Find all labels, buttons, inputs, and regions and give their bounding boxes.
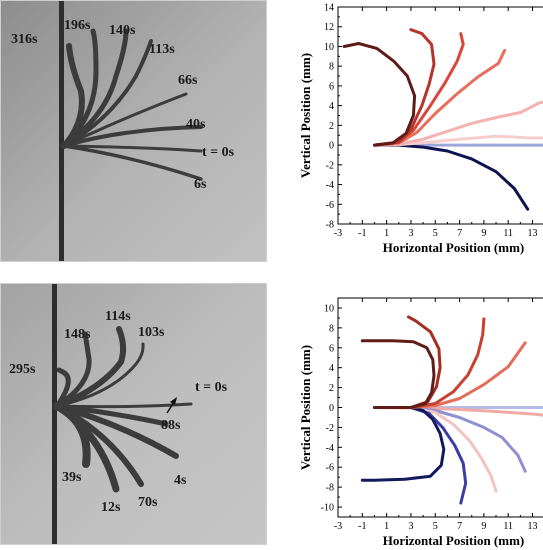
series-line: [360, 406, 446, 482]
y-tick-label: -6: [326, 463, 334, 474]
x-tick-label: 1: [384, 521, 389, 532]
x-tick-label: 1: [384, 228, 389, 239]
photo-label: t = 0s: [202, 145, 235, 160]
photo-label: 6s: [194, 177, 207, 192]
y-tick-label: 2: [329, 121, 334, 132]
arrowhead-icon: [170, 397, 177, 405]
x-tick-label: 13: [528, 521, 538, 532]
x-tick-label: 5: [433, 228, 438, 239]
series-line: [342, 42, 417, 147]
series-line: [373, 100, 543, 147]
x-tick-label: 3: [408, 521, 413, 532]
x-tick-label: -1: [358, 521, 366, 532]
photo-bottom-image: 148s 114s 103s 295s t = 0s 88s 39s 12s 7…: [1, 284, 266, 544]
series-line: [373, 48, 507, 147]
photo-label: 295s: [9, 362, 36, 377]
y-tick-label: -2: [326, 423, 334, 434]
y-tick-label: 0: [329, 141, 334, 152]
photo-label: 196s: [64, 18, 91, 33]
x-tick-label: -1: [358, 228, 366, 239]
photo-label: t = 0s: [195, 380, 228, 395]
y-tick-label: 8: [329, 62, 334, 73]
y-tick-label: -10: [321, 503, 334, 514]
photo-label: 4s: [174, 473, 187, 488]
series-line: [373, 341, 527, 409]
y-tick-label: 2: [329, 383, 334, 394]
y-tick-label: -8: [326, 483, 334, 494]
photo-label: 70s: [138, 495, 158, 510]
y-tick-label: 12: [324, 22, 334, 33]
x-tick-label: 9: [481, 521, 486, 532]
x-tick-label: 7: [457, 228, 462, 239]
y-tick-label: 4: [329, 363, 334, 374]
x-tick-label: 13: [528, 228, 538, 239]
y-axis-title: Vertical Position (mm): [298, 53, 313, 178]
photo-top-image: 316s 196s 140s 113s 66s 40s t = 0s 6s: [1, 1, 266, 261]
x-tick-label: -3: [334, 228, 342, 239]
x-tick-label: 3: [408, 228, 413, 239]
photo-label: 316s: [11, 32, 38, 47]
strips: [53, 326, 193, 493]
photo-bottom: 148s 114s 103s 295s t = 0s 88s 39s 12s 7…: [0, 283, 267, 545]
photo-label: 148s: [64, 327, 91, 342]
x-tick-label: 5: [433, 521, 438, 532]
x-axis-title: Horizontal Position (mm): [383, 240, 525, 255]
y-tick-label: 6: [329, 81, 334, 92]
x-tick-label: -3: [334, 521, 342, 532]
photo-label: 88s: [161, 418, 181, 433]
chart-bottom: -3-113579111315-10-8-6-4-20246810Horizon…: [298, 297, 543, 548]
y-tick-label: 10: [324, 303, 334, 314]
x-tick-label: 9: [481, 228, 486, 239]
photo-label: 12s: [101, 500, 121, 515]
series-line: [373, 28, 436, 147]
y-tick-label: 4: [329, 101, 334, 112]
photo-label: 40s: [186, 117, 206, 132]
photo-label: 114s: [105, 309, 131, 324]
photo-top: 316s 196s 140s 113s 66s 40s t = 0s 6s: [0, 0, 267, 262]
x-tick-label: 11: [503, 228, 513, 239]
photo-label: 140s: [109, 23, 136, 38]
y-tick-label: 10: [324, 42, 334, 53]
strips: [61, 28, 203, 181]
x-tick-label: 7: [457, 521, 462, 532]
y-axis-title: Vertical Position (mm): [298, 345, 313, 470]
y-tick-label: -8: [326, 220, 334, 231]
photo-label: 39s: [62, 470, 82, 485]
y-tick-label: -4: [326, 180, 334, 191]
rod: [59, 1, 64, 261]
rod: [52, 284, 57, 544]
photo-label: 103s: [138, 325, 165, 340]
series-line: [360, 339, 436, 409]
x-axis-title: Horizontal Position (mm): [383, 533, 525, 548]
y-tick-label: -2: [326, 160, 334, 171]
photo-label: 113s: [149, 42, 175, 57]
photo-label: 66s: [178, 73, 198, 88]
y-tick-label: 8: [329, 323, 334, 334]
chart-top: -3-113579111315-8-6-4-202468101214Horizo…: [298, 3, 543, 255]
y-tick-label: 0: [329, 403, 334, 414]
y-tick-label: 14: [324, 3, 334, 14]
y-tick-label: 6: [329, 343, 334, 354]
y-tick-label: -4: [326, 443, 334, 454]
y-tick-label: -6: [326, 200, 334, 211]
x-tick-label: 11: [503, 521, 513, 532]
series-line: [373, 143, 530, 211]
